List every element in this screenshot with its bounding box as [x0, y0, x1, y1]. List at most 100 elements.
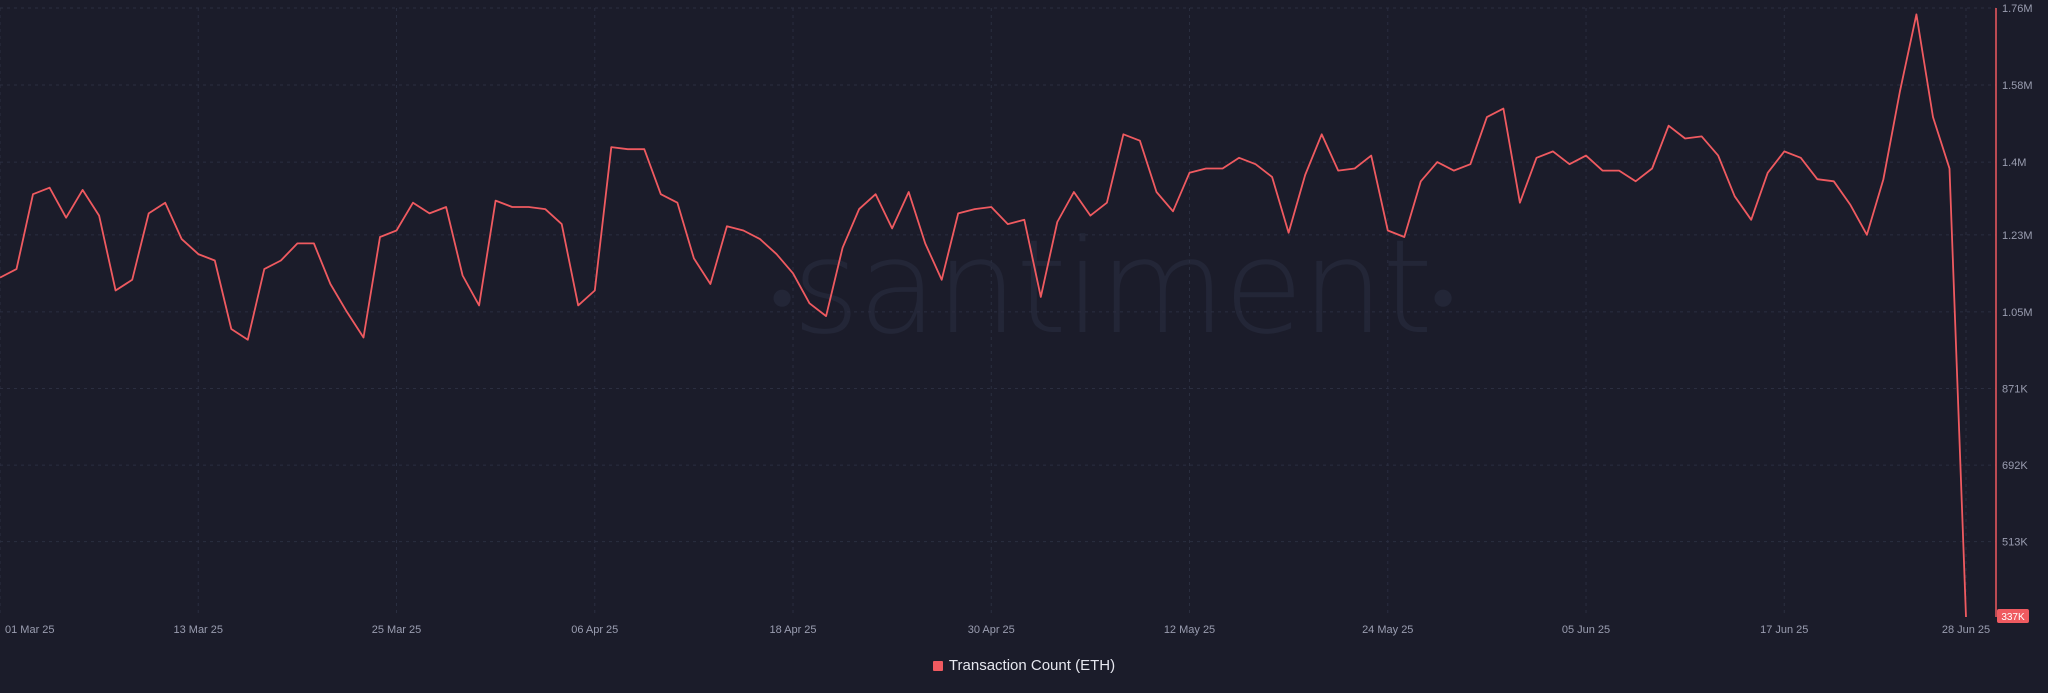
data-point	[1882, 178, 1885, 181]
data-point	[197, 253, 200, 256]
data-point	[841, 246, 844, 249]
data-point	[825, 315, 828, 318]
y-tick-label: 1.58M	[2002, 80, 2033, 92]
y-tick-label: 871K	[2002, 383, 2028, 395]
data-point	[1799, 156, 1802, 159]
data-point	[1254, 163, 1257, 166]
legend-item-transaction-count[interactable]: Transaction Count (ETH)	[932, 657, 1115, 674]
legend[interactable]: Transaction Count (ETH)	[0, 657, 2048, 674]
data-point	[1072, 191, 1075, 194]
data-point	[1122, 133, 1125, 136]
data-point	[1684, 137, 1687, 140]
data-point	[1221, 167, 1224, 170]
data-point	[1386, 229, 1389, 232]
y-tick-label: 1.76M	[2002, 3, 2033, 15]
data-point	[1172, 210, 1175, 213]
data-point	[478, 304, 481, 307]
data-point	[32, 193, 35, 196]
data-point	[659, 193, 662, 196]
data-point	[990, 206, 993, 209]
data-point	[131, 278, 134, 281]
data-point	[461, 274, 464, 277]
data-point	[263, 268, 266, 271]
last-value-label: 337K	[2001, 612, 2025, 623]
data-point	[1287, 231, 1290, 234]
santiment-watermark: ●santiment●	[770, 211, 1455, 363]
data-point	[1039, 295, 1042, 298]
data-point	[1634, 180, 1637, 183]
data-point	[329, 283, 332, 286]
data-point	[1304, 173, 1307, 176]
data-point	[874, 193, 877, 196]
x-tick-label: 24 May 25	[1362, 624, 1413, 636]
data-point	[544, 208, 547, 211]
data-point	[1552, 150, 1555, 153]
data-point	[808, 302, 811, 305]
data-point	[775, 253, 778, 256]
data-point	[527, 206, 530, 209]
data-point	[1915, 13, 1918, 16]
data-point	[1419, 180, 1422, 183]
data-point	[395, 229, 398, 232]
x-tick-label: 13 Mar 25	[173, 624, 223, 636]
data-point	[709, 283, 712, 286]
data-point	[1452, 169, 1455, 172]
x-tick-label: 18 Apr 25	[769, 624, 816, 636]
data-point	[65, 216, 68, 219]
data-point	[1750, 218, 1753, 221]
data-point	[1717, 154, 1720, 157]
y-tick-label: 513K	[2002, 537, 2028, 549]
data-point	[1585, 154, 1588, 157]
data-point	[1089, 214, 1092, 217]
data-point	[560, 223, 563, 226]
data-point	[412, 201, 415, 204]
data-point	[1898, 90, 1901, 93]
data-point	[1700, 135, 1703, 138]
data-point	[725, 225, 728, 228]
data-point	[957, 212, 960, 215]
data-point	[98, 214, 101, 217]
data-point	[15, 268, 18, 271]
data-point	[1965, 616, 1968, 619]
legend-swatch	[932, 660, 943, 671]
data-point	[296, 242, 299, 245]
data-point	[676, 201, 679, 204]
data-point	[891, 227, 894, 230]
data-point	[1023, 218, 1026, 221]
data-point	[279, 259, 282, 262]
data-point	[610, 146, 613, 149]
data-point	[246, 338, 249, 341]
data-point	[1205, 167, 1208, 170]
data-point	[792, 272, 795, 275]
x-tick-label: 12 May 25	[1164, 624, 1215, 636]
data-point	[230, 328, 233, 331]
data-point	[1469, 163, 1472, 166]
data-point	[593, 289, 596, 292]
data-point	[692, 257, 695, 260]
data-point	[114, 289, 117, 292]
data-point	[940, 278, 943, 281]
data-point	[1865, 233, 1868, 236]
data-point	[1601, 169, 1604, 172]
last-value-badge	[1997, 609, 2029, 623]
x-tick-label: 05 Jun 25	[1562, 624, 1610, 636]
data-point	[1518, 201, 1521, 204]
data-point	[1353, 167, 1356, 170]
data-point	[1238, 156, 1241, 159]
data-point	[1832, 180, 1835, 183]
data-point	[577, 304, 580, 307]
data-point	[362, 336, 365, 339]
data-point	[1138, 139, 1141, 142]
data-point	[147, 212, 150, 215]
data-point	[1932, 116, 1935, 119]
data-point	[1105, 201, 1108, 204]
data-point	[1849, 203, 1852, 206]
data-point	[1337, 169, 1340, 172]
data-point	[428, 212, 431, 215]
data-point	[180, 238, 183, 241]
data-point	[1651, 167, 1654, 170]
data-point	[1188, 171, 1191, 174]
data-point	[907, 191, 910, 194]
data-point	[1733, 195, 1736, 198]
data-point	[48, 186, 51, 189]
